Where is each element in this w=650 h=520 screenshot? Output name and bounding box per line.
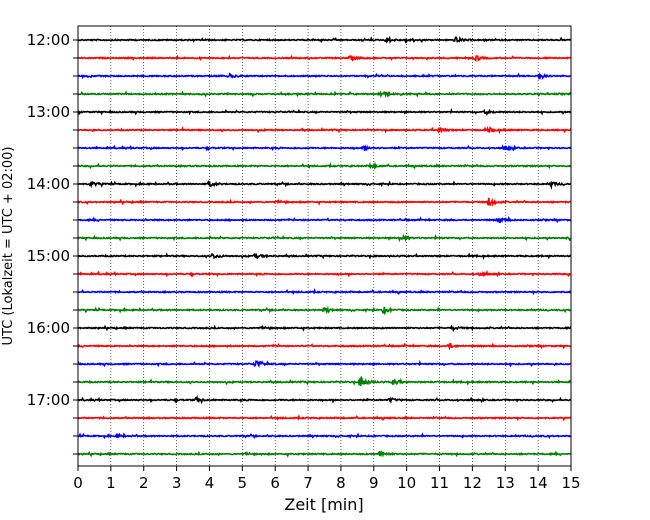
trace-1415: [77, 197, 572, 207]
trace-1400: [77, 180, 572, 190]
y-tick-label: 14:00: [27, 175, 70, 193]
trace-1530: [77, 288, 572, 296]
trace-1345: [77, 161, 572, 171]
y-tick-label: 13:00: [27, 103, 70, 121]
x-tick-label: 15: [561, 474, 580, 492]
x-tick-label: 9: [369, 474, 379, 492]
y-tick-label: 16:00: [27, 319, 70, 337]
x-axis-label: Zeit [min]: [284, 495, 363, 514]
trace-1445: [77, 233, 572, 243]
y-axis-label: UTC (Lokalzeit = UTC + 02:00): [1, 147, 16, 346]
trace-1230: [77, 71, 572, 81]
trace-1515: [77, 269, 572, 278]
x-tick-label: 5: [238, 474, 248, 492]
trace-1300: [77, 107, 572, 116]
x-tick-label: 6: [270, 474, 280, 492]
x-tick-label: 10: [397, 474, 416, 492]
trace-1715: [78, 413, 572, 422]
x-tick-label: 0: [73, 474, 83, 492]
trace-1545: [78, 305, 572, 316]
trace-1645: [77, 376, 572, 387]
y-axis-ticks: 12:00 13:00 14:00 15:00 16:00 17:00: [27, 31, 78, 455]
y-tick-label: 17:00: [27, 391, 70, 409]
x-axis-ticks: 0 1 2 3 4 5 6 7 8 9 10 11 12 13 14 15: [73, 466, 581, 492]
x-tick-label: 1: [106, 474, 116, 492]
x-tick-label: 11: [430, 474, 449, 492]
trace-1745: [77, 450, 572, 458]
trace-1315: [77, 125, 572, 135]
x-tick-label: 3: [172, 474, 182, 492]
x-tick-label: 7: [303, 474, 313, 492]
trace-1200: [77, 35, 572, 44]
trace-1430: [77, 215, 572, 224]
x-tick-label: 13: [496, 474, 515, 492]
trace-1330: [77, 144, 572, 152]
trace-1630: [77, 359, 572, 368]
x-tick-label: 2: [139, 474, 149, 492]
trace-1245: [77, 90, 572, 99]
trace-1215: [77, 54, 572, 62]
trace-1730: [77, 432, 572, 440]
y-tick-label: 15:00: [27, 247, 70, 265]
trace-1600: [77, 324, 572, 333]
x-tick-label: 4: [205, 474, 215, 492]
trace-1500: [77, 252, 572, 261]
y-tick-label: 12:00: [27, 31, 70, 49]
trace-1615: [77, 342, 572, 351]
vertical-grid: [110, 26, 539, 466]
x-tick-label: 14: [529, 474, 548, 492]
trace-1700: [77, 395, 571, 405]
plot-frame: [77, 25, 572, 467]
x-tick-label: 8: [336, 474, 346, 492]
x-tick-label: 12: [463, 474, 482, 492]
trace-lines: [77, 35, 572, 458]
